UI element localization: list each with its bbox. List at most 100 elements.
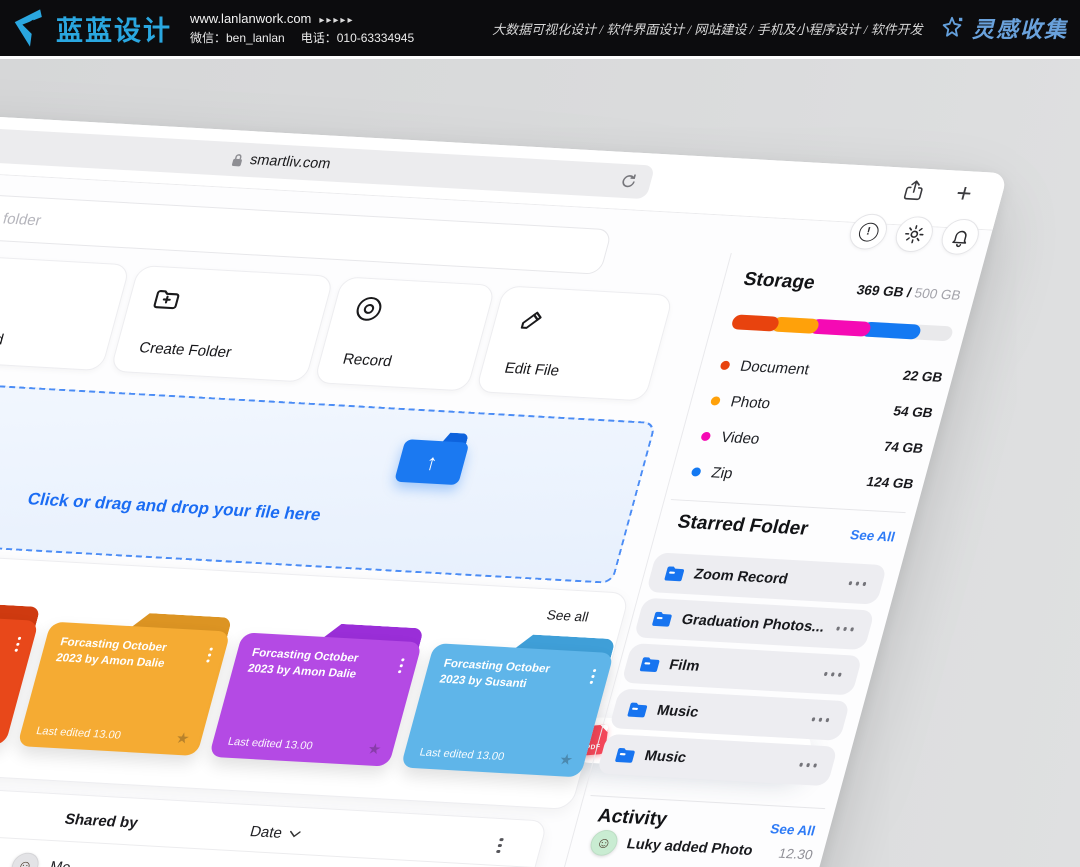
lanlan-logo-icon [14, 9, 42, 47]
upload-label: Upload [0, 328, 6, 349]
services-list: 大数据可视化设计 / 软件界面设计 / 网站建设 / 手机及小程序设计 / 软件… [492, 21, 923, 37]
notifications-button[interactable] [937, 218, 984, 256]
share-button[interactable] [894, 173, 935, 206]
star-icon[interactable]: ★ [556, 751, 575, 769]
chevron-down-icon [289, 830, 301, 838]
more-options-icon[interactable] [834, 626, 856, 632]
create-folder-card[interactable]: Create Folder [109, 264, 335, 383]
starred-item-film[interactable]: Film [621, 643, 863, 696]
record-icon [353, 296, 388, 325]
folder-last-edited: Last edited 13.00 [418, 746, 506, 763]
activity-see-all-link[interactable]: See All [768, 821, 818, 839]
starred-item-label: Film [667, 657, 702, 675]
settings-button[interactable] [891, 215, 938, 253]
avatar: ☺ [8, 852, 42, 867]
legend-label: Document [738, 357, 812, 378]
share-icon [903, 180, 923, 201]
upload-folder-icon: ↑ [394, 430, 472, 486]
folder-icon [663, 565, 686, 582]
storage-title: Storage [741, 268, 818, 294]
activity-time: 12.30 [776, 845, 815, 862]
folder-title [0, 624, 2, 631]
promo-banner: 蓝蓝设计 www.lanlanwork.com ▸▸▸▸▸ 微信：ben_lanl… [0, 0, 1080, 56]
site-url: www.lanlanwork.com [190, 11, 312, 27]
avatar: ☺ [587, 829, 621, 857]
gear-icon [905, 225, 924, 244]
folders-see-all-link[interactable]: See all [545, 607, 591, 625]
url-text: smartliv.com [247, 152, 333, 173]
folder-card-orange[interactable]: Forcasting October 2023 by Amon Dalie La… [17, 608, 234, 756]
legend-row: Video 74 GB [697, 421, 927, 463]
shared-row-name: Me [48, 859, 72, 867]
bell-icon [951, 230, 967, 247]
date-header-label: Date [248, 823, 285, 842]
starred-item-music-1[interactable]: Music [608, 688, 851, 741]
legend-dot [719, 360, 731, 370]
dropzone-text: Click or drag and drop your file here [25, 489, 324, 525]
folder-card-purple[interactable]: Forcasting October 2023 by Amon Dalie La… [208, 619, 426, 767]
lock-icon [231, 153, 242, 166]
more-options-icon[interactable] [822, 672, 844, 677]
starred-item-label: Music [655, 702, 701, 721]
plus-icon: + [952, 177, 976, 209]
legend-row: Photo 54 GB [707, 385, 937, 427]
legend-row: Document 22 GB [717, 350, 947, 392]
folder-plus-icon [149, 285, 184, 314]
file-dropzone[interactable]: ↑ Click or drag and drop your file here … [0, 375, 817, 775]
storage-seg-document [730, 314, 781, 332]
date-sort-header[interactable]: Date [248, 823, 302, 843]
folder-title: Forcasting October 2023 by Amon Dalie [54, 636, 169, 671]
folder-last-edited: Last edited 13.00 [226, 735, 315, 752]
kebab-menu-icon[interactable] [205, 645, 214, 665]
contact-block: www.lanlanwork.com ▸▸▸▸▸ 微信：ben_lanlan 电话：… [190, 9, 430, 47]
phone: 电话：010-63334945 [300, 30, 415, 45]
arrows-icon: ▸▸▸▸▸ [319, 15, 355, 27]
folder-icon [638, 656, 661, 673]
kebab-menu-icon[interactable] [397, 655, 406, 675]
collect-label: 灵感收集 [971, 17, 1068, 42]
legend-value: 124 GB [865, 473, 916, 491]
starred-see-all-link[interactable]: See All [848, 527, 897, 545]
new-tab-button[interactable]: + [944, 176, 985, 209]
star-icon[interactable]: ★ [173, 729, 192, 748]
sparkle-star-icon [942, 16, 963, 37]
starred-item-label: Zoom Record [692, 566, 790, 588]
more-options-icon[interactable] [797, 762, 819, 768]
refresh-icon[interactable] [616, 171, 641, 192]
storage-bar [730, 314, 955, 342]
address-bar[interactable]: smartliv.com [0, 124, 656, 200]
edit-file-card[interactable]: Edit File [475, 285, 674, 402]
storage-used: 369 GB / [855, 282, 914, 301]
upload-icon [0, 275, 1, 304]
folder-card-blue[interactable]: Forcasting October 2023 by Susanti Last … [400, 629, 618, 778]
starred-item-graduation-photos[interactable]: Graduation Photos... [633, 597, 875, 651]
folder-icon [626, 701, 649, 718]
record-card[interactable]: Record [313, 276, 497, 392]
folder-body: Forcasting October 2023 by Amon Dalie La… [208, 632, 423, 767]
storage-total: 500 GB [912, 285, 963, 303]
starred-item-zoom-record[interactable]: Zoom Record [645, 552, 888, 605]
folder-icon [614, 746, 637, 763]
kebab-menu-icon[interactable] [588, 666, 597, 686]
starred-item-music-2[interactable]: Music [596, 733, 838, 787]
info-icon: ! [856, 221, 881, 242]
browser-window: smartliv.com + ! [0, 98, 1008, 867]
folder-title: Forcasting October 2023 by Susanti [437, 657, 552, 691]
activity-text: Luky added Photo [624, 836, 755, 860]
folder-last-edited: Last edited 13.00 [34, 724, 123, 742]
pencil-icon [514, 305, 549, 334]
starred-item-label: Graduation Photos... [679, 611, 827, 636]
kebab-menu-icon[interactable] [495, 835, 504, 855]
banner-underline [0, 56, 1080, 59]
upload-card[interactable]: Upload [0, 254, 131, 372]
shared-by-header: Shared by [62, 810, 140, 832]
folder-body: Forcasting October 2023 by Amon Dalie La… [17, 621, 231, 756]
star-icon[interactable]: ★ [365, 740, 384, 759]
edit-file-label: Edit File [502, 359, 562, 380]
more-options-icon[interactable] [809, 717, 831, 722]
legend-label: Video [719, 428, 762, 448]
kebab-menu-icon[interactable] [13, 634, 22, 654]
more-options-icon[interactable] [846, 581, 868, 586]
activity-title: Activity [595, 805, 670, 831]
